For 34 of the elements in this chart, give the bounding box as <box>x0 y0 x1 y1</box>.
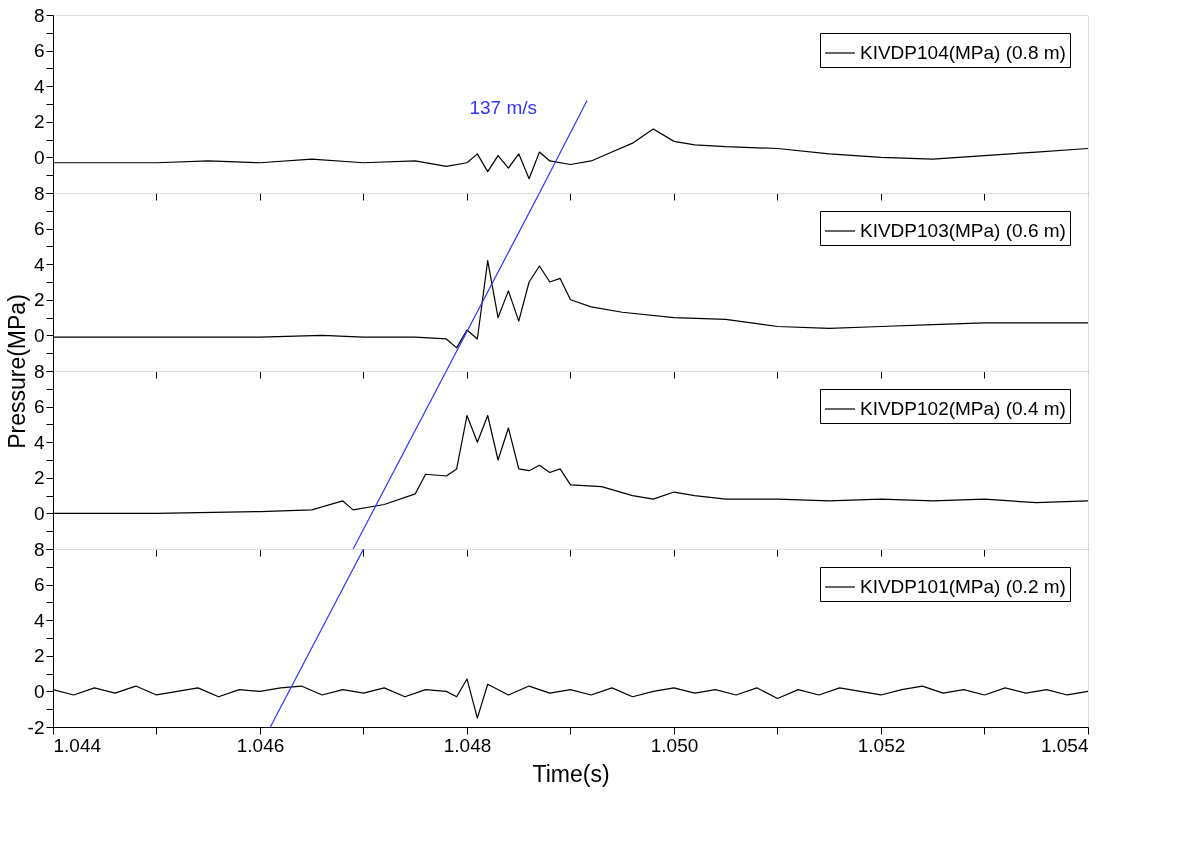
y-tick-label: 6 <box>33 218 45 240</box>
legend-label: KIVDP103(MPa) (0.6 m) <box>860 220 1066 241</box>
y-tick-label: 2 <box>33 467 45 489</box>
legend-label: KIVDP104(MPa) (0.8 m) <box>860 42 1066 63</box>
y-tick-label: 0 <box>33 502 45 524</box>
x-axis-title: Time(s) <box>532 760 610 787</box>
legend-label: KIVDP101(MPa) (0.2 m) <box>860 576 1066 597</box>
y-axis-title: Pressure(MPa) <box>3 294 30 449</box>
y-tick-label: 6 <box>33 40 45 62</box>
y-tick-label: 8 <box>33 182 45 204</box>
y-tick-label: 8 <box>33 360 45 382</box>
y-tick-label: 8 <box>33 4 45 26</box>
y-tick-label: 0 <box>33 146 45 168</box>
x-tick-label: 1.048 <box>443 734 492 756</box>
legend-label: KIVDP102(MPa) (0.4 m) <box>860 398 1066 419</box>
y-tick-label: 4 <box>33 253 45 275</box>
x-tick-label: 1.054 <box>1040 734 1089 756</box>
y-tick-label: 0 <box>33 324 45 346</box>
y-tick-label: 4 <box>33 75 45 97</box>
y-tick-label: 6 <box>33 396 45 418</box>
annotation: 137 m/s <box>469 97 538 119</box>
y-tick-label: 4 <box>33 431 45 453</box>
y-tick-label: 0 <box>33 680 45 702</box>
y-tick-label: 8 <box>33 538 45 560</box>
x-tick-label: 1.052 <box>857 734 906 756</box>
x-tick-label: 1.046 <box>236 734 285 756</box>
y-tick-label: 6 <box>33 574 45 596</box>
y-tick-label: 2 <box>33 111 45 133</box>
y-tick-label: 4 <box>33 609 45 631</box>
x-tick-label: 1.044 <box>53 734 102 756</box>
y-tick-label: 2 <box>33 289 45 311</box>
y-tick-label: 2 <box>33 645 45 667</box>
y-tick-label: -2 <box>27 716 45 738</box>
x-tick-label: 1.050 <box>650 734 699 756</box>
